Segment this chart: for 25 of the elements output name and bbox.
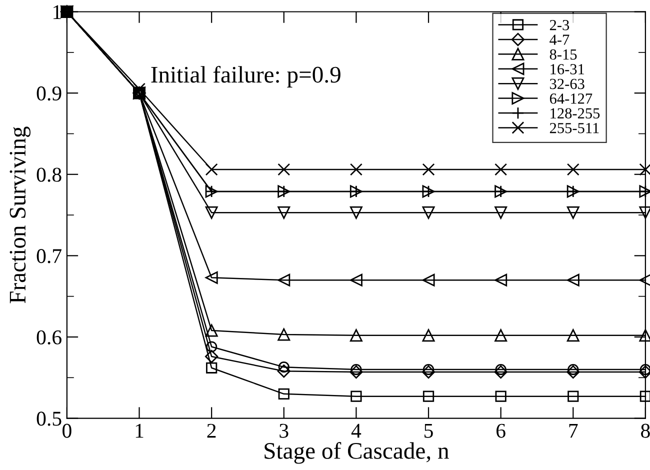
legend-label: 64-127 [550, 94, 592, 104]
x-tick-label: 2 [207, 424, 216, 438]
legend-label: 2-3 [550, 20, 570, 30]
y-tick-label: 0.6 [36, 330, 62, 345]
x-tick-label: 8 [641, 424, 650, 438]
y-tick-label: 0.5 [36, 412, 62, 426]
legend-label: 8-15 [550, 49, 577, 60]
y-tick-label: 0.9 [36, 86, 62, 101]
x-axis-title: Stage of Cascade, n [264, 442, 449, 464]
y-tick-label: 0.8 [36, 168, 62, 182]
x-tick-label: 6 [496, 424, 506, 438]
legend-label: 16-31 [550, 64, 584, 74]
x-tick-label: 0 [62, 424, 72, 438]
legend-label: 255-511 [550, 122, 599, 134]
x-tick-label: 1 [136, 424, 144, 438]
x-tick-label: 5 [424, 424, 433, 438]
annotation: Initial failure: p=0.9 [151, 66, 340, 88]
x-tick-label: 4 [351, 424, 362, 438]
y-tick-label: 0.7 [36, 249, 62, 264]
legend-label: 128-255 [550, 108, 600, 119]
x-tick-label: 3 [280, 424, 288, 438]
legend-label: 4-7 [550, 34, 570, 45]
y-axis-title: Fraction Surviving [10, 126, 30, 304]
x-tick-label: 7 [569, 424, 578, 438]
legend-label: 32-63 [550, 78, 584, 90]
